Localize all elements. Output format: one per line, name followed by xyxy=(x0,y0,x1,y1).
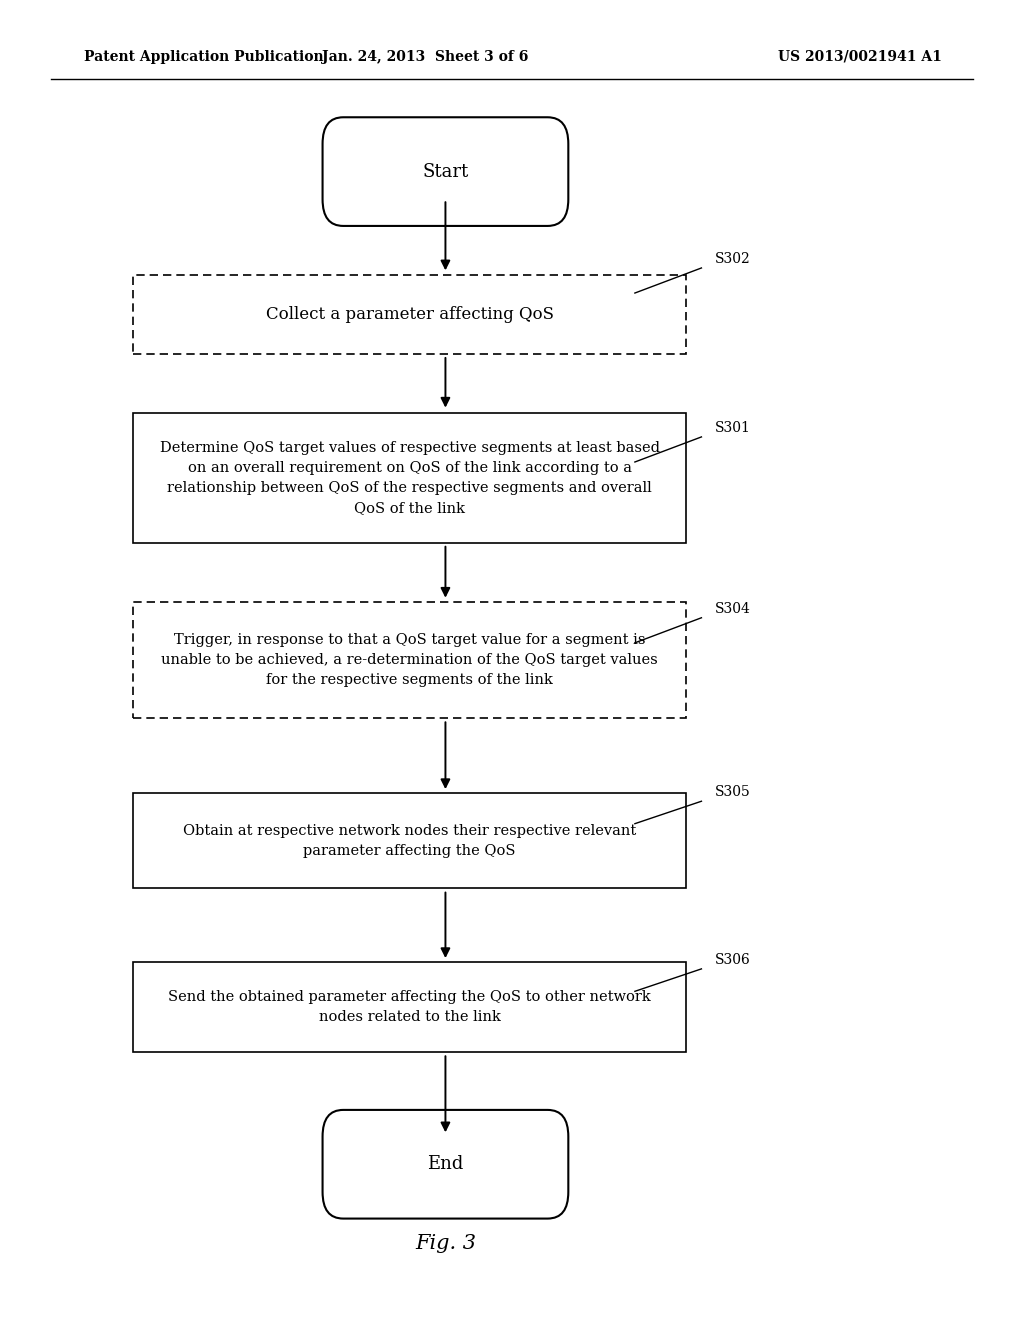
Bar xyxy=(133,413,686,543)
Text: S302: S302 xyxy=(715,252,751,265)
Text: S306: S306 xyxy=(715,953,751,966)
Text: Trigger, in response to that a QoS target value for a segment is
unable to be ac: Trigger, in response to that a QoS targe… xyxy=(161,634,658,686)
Text: Jan. 24, 2013  Sheet 3 of 6: Jan. 24, 2013 Sheet 3 of 6 xyxy=(322,50,528,63)
Text: S301: S301 xyxy=(715,421,751,434)
Text: Start: Start xyxy=(422,162,469,181)
Text: Obtain at respective network nodes their respective relevant
parameter affecting: Obtain at respective network nodes their… xyxy=(183,824,636,858)
Bar xyxy=(133,602,686,718)
Bar xyxy=(133,793,686,888)
Text: S304: S304 xyxy=(715,602,751,615)
Text: Collect a parameter affecting QoS: Collect a parameter affecting QoS xyxy=(265,306,554,322)
Text: S305: S305 xyxy=(715,785,751,799)
Text: Determine QoS target values of respective segments at least based
on an overall : Determine QoS target values of respectiv… xyxy=(160,441,659,515)
FancyBboxPatch shape xyxy=(323,117,568,226)
Text: Fig. 3: Fig. 3 xyxy=(415,1234,476,1253)
FancyBboxPatch shape xyxy=(323,1110,568,1218)
Bar xyxy=(133,962,686,1052)
Text: US 2013/0021941 A1: US 2013/0021941 A1 xyxy=(778,50,942,63)
Text: Patent Application Publication: Patent Application Publication xyxy=(84,50,324,63)
Text: Send the obtained parameter affecting the QoS to other network
nodes related to : Send the obtained parameter affecting th… xyxy=(168,990,651,1024)
Bar xyxy=(133,275,686,354)
Text: End: End xyxy=(427,1155,464,1173)
